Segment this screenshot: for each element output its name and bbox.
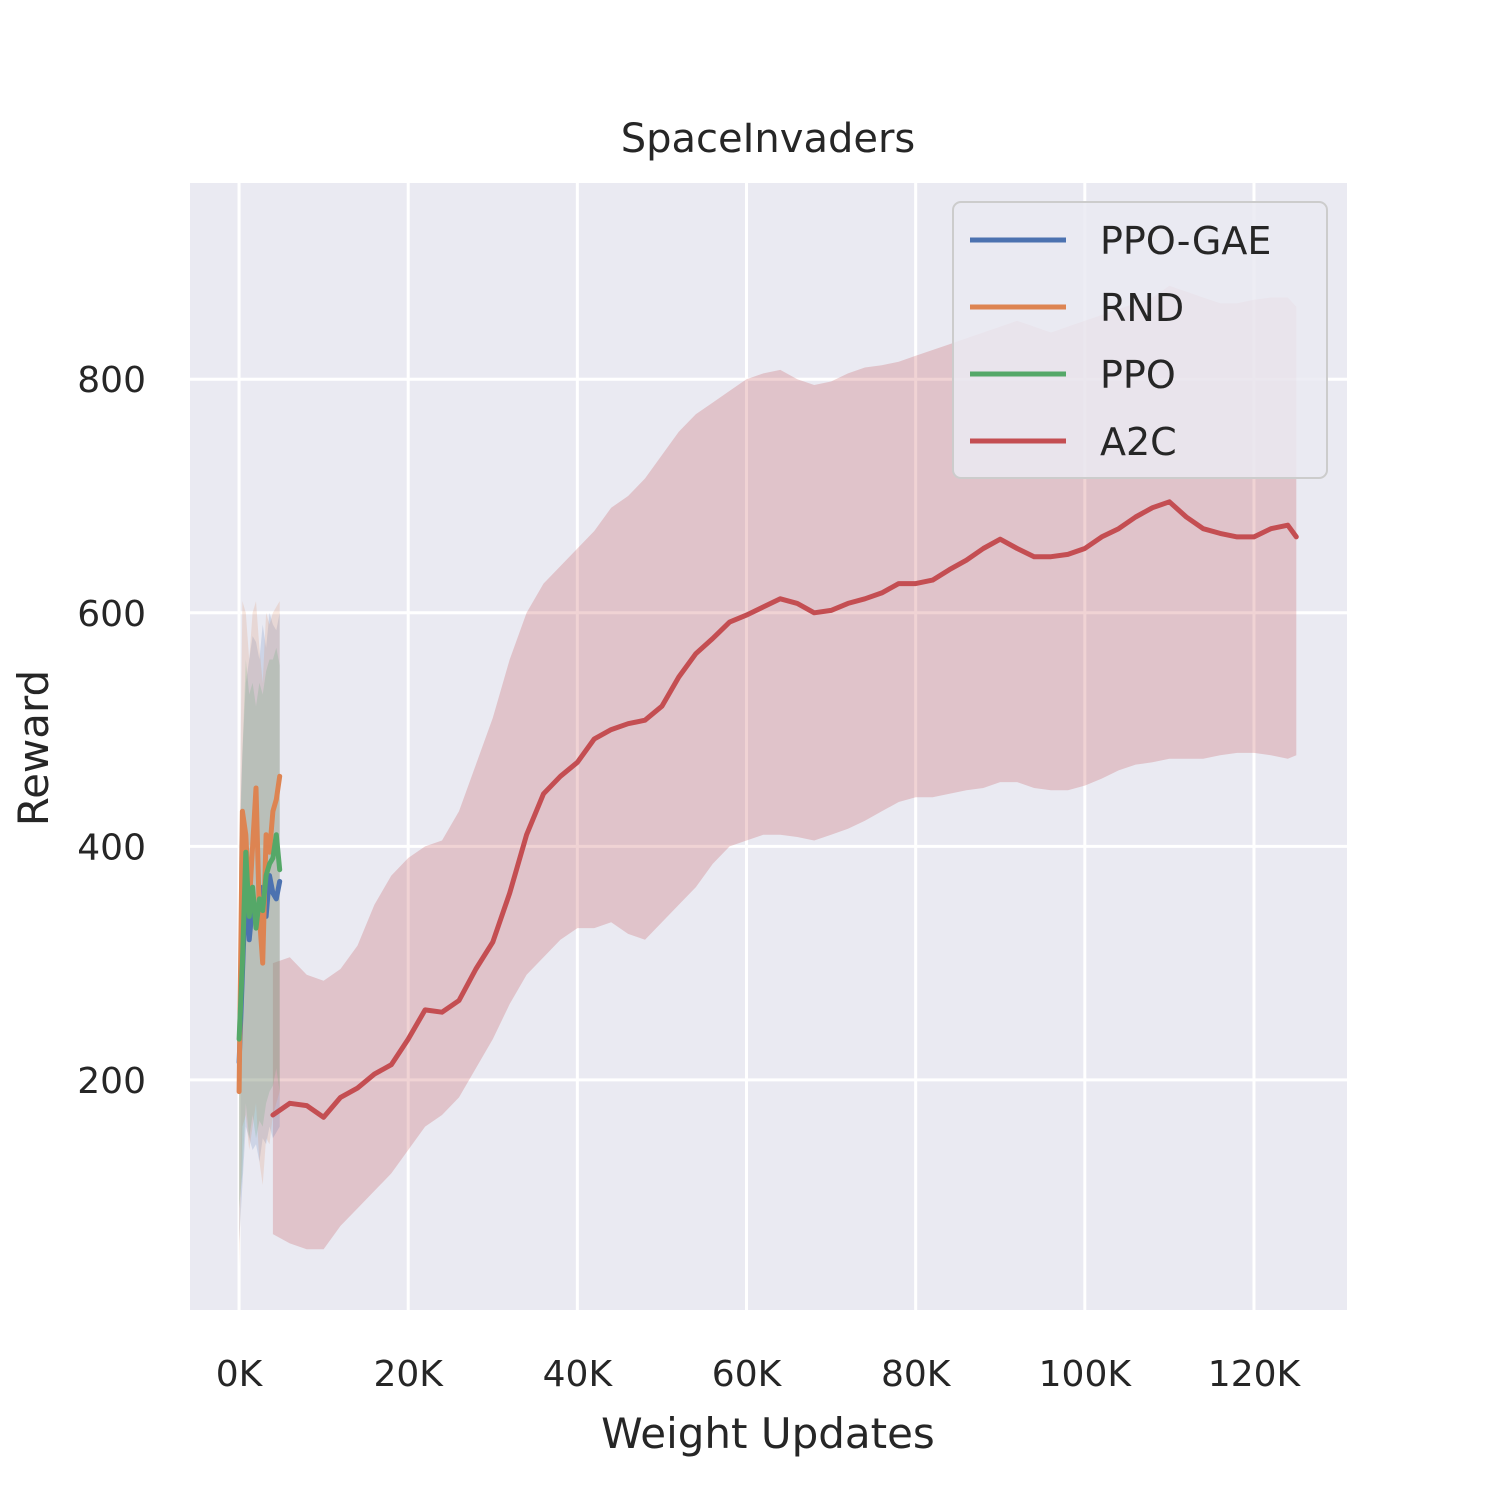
legend-box (952, 201, 1328, 479)
legend-label-ppo: PPO (1100, 353, 1176, 397)
chart-title: SpaceInvaders (621, 116, 916, 162)
band-a2c (272, 285, 1297, 1250)
legend-label-a2c: A2C (1100, 420, 1177, 464)
legend: PPO-GAE RND PPO A2C (952, 201, 1328, 479)
y-tick-label: 800 (77, 360, 146, 401)
x-tick-label: 0K (216, 1354, 264, 1395)
x-tick-label: 40K (543, 1354, 614, 1395)
legend-label-rnd: RND (1100, 286, 1184, 330)
x-tick-label: 20K (373, 1354, 444, 1395)
x-axis-label: Weight Updates (601, 1409, 935, 1458)
y-tick-label: 400 (77, 827, 146, 868)
x-tick-label: 60K (712, 1354, 783, 1395)
line-a2c (270, 499, 1299, 1120)
series-lines (236, 499, 1299, 1120)
y-tick-label: 600 (77, 594, 146, 635)
x-tick-label: 100K (1039, 1354, 1133, 1395)
legend-label-ppo-gae: PPO-GAE (1100, 219, 1271, 263)
y-axis-label: Reward (9, 670, 58, 826)
x-tick-label: 80K (881, 1354, 952, 1395)
line-ppo (236, 832, 283, 1042)
x-tick-label: 120K (1208, 1354, 1302, 1395)
tick-labels: 0K 20K 40K 60K 80K 100K 120K 200 400 600 800 (77, 360, 1301, 1395)
y-tick-label: 200 (77, 1061, 146, 1102)
